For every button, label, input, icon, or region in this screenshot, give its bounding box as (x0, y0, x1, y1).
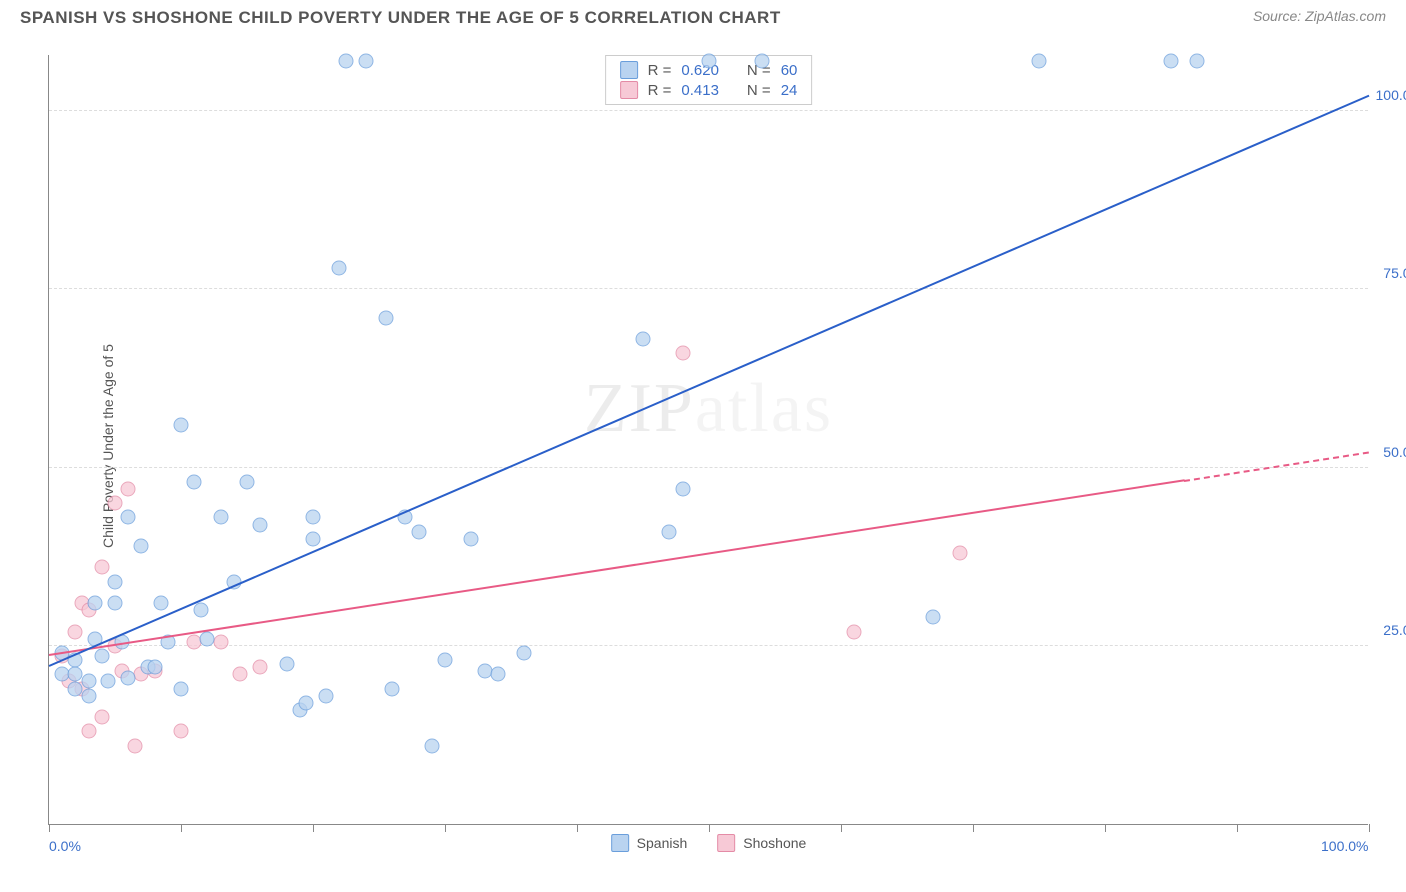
x-tick (709, 824, 710, 832)
data-point-spanish (81, 674, 96, 689)
data-point-spanish (1164, 54, 1179, 69)
data-point-spanish (299, 695, 314, 710)
y-tick-label: 75.0% (1383, 265, 1406, 281)
x-tick (49, 824, 50, 832)
data-point-spanish (662, 524, 677, 539)
swatch-spanish (611, 834, 629, 852)
data-point-spanish (490, 667, 505, 682)
data-point-spanish (121, 670, 136, 685)
legend: Spanish Shoshone (611, 834, 807, 852)
data-point-shoshone (233, 667, 248, 682)
data-point-spanish (306, 531, 321, 546)
data-point-shoshone (675, 346, 690, 361)
legend-item-shoshone: Shoshone (717, 834, 806, 852)
data-point-spanish (675, 481, 690, 496)
data-point-spanish (101, 674, 116, 689)
data-point-spanish (279, 656, 294, 671)
data-point-spanish (88, 595, 103, 610)
data-point-spanish (1032, 54, 1047, 69)
x-tick (841, 824, 842, 832)
x-tick (313, 824, 314, 832)
gridline (49, 110, 1368, 111)
data-point-spanish (134, 538, 149, 553)
x-tick (1105, 824, 1106, 832)
x-tick (1237, 824, 1238, 832)
y-tick-label: 100.0% (1376, 87, 1406, 103)
data-point-spanish (385, 681, 400, 696)
legend-item-spanish: Spanish (611, 834, 688, 852)
stats-row-shoshone: R = 0.413 N = 24 (620, 80, 798, 100)
trend-line (49, 95, 1370, 667)
x-tick (973, 824, 974, 832)
gridline (49, 645, 1368, 646)
data-point-shoshone (127, 738, 142, 753)
data-point-spanish (358, 54, 373, 69)
data-point-spanish (411, 524, 426, 539)
y-tick-label: 25.0% (1383, 622, 1406, 638)
data-point-spanish (154, 595, 169, 610)
data-point-spanish (754, 54, 769, 69)
data-point-shoshone (174, 724, 189, 739)
gridline (49, 288, 1368, 289)
y-tick-label: 50.0% (1383, 444, 1406, 460)
data-point-shoshone (253, 660, 268, 675)
swatch-shoshone (620, 81, 638, 99)
data-point-spanish (319, 688, 334, 703)
data-point-spanish (702, 54, 717, 69)
data-point-spanish (108, 574, 123, 589)
x-tick-label: 100.0% (1321, 838, 1368, 854)
data-point-spanish (174, 681, 189, 696)
data-point-shoshone (847, 624, 862, 639)
data-point-spanish (108, 595, 123, 610)
data-point-spanish (193, 603, 208, 618)
data-point-spanish (187, 474, 202, 489)
data-point-shoshone (121, 481, 136, 496)
gridline (49, 467, 1368, 468)
data-point-spanish (200, 631, 215, 646)
data-point-shoshone (94, 560, 109, 575)
data-point-spanish (147, 660, 162, 675)
data-point-spanish (240, 474, 255, 489)
data-point-spanish (306, 510, 321, 525)
data-point-shoshone (213, 635, 228, 650)
data-point-spanish (121, 510, 136, 525)
x-tick-label: 0.0% (49, 838, 81, 854)
data-point-spanish (1190, 54, 1205, 69)
data-point-spanish (424, 738, 439, 753)
data-point-spanish (636, 332, 651, 347)
data-point-spanish (94, 649, 109, 664)
data-point-spanish (464, 531, 479, 546)
scatter-chart: ZIPatlas R = 0.620 N = 60 R = 0.413 N = … (48, 55, 1368, 825)
data-point-spanish (253, 517, 268, 532)
x-tick (577, 824, 578, 832)
swatch-spanish (620, 61, 638, 79)
data-point-shoshone (952, 546, 967, 561)
data-point-spanish (213, 510, 228, 525)
swatch-shoshone (717, 834, 735, 852)
chart-title: SPANISH VS SHOSHONE CHILD POVERTY UNDER … (20, 8, 781, 28)
data-point-spanish (378, 310, 393, 325)
data-point-shoshone (81, 724, 96, 739)
data-point-spanish (339, 54, 354, 69)
data-point-shoshone (68, 624, 83, 639)
data-point-spanish (438, 653, 453, 668)
data-point-shoshone (94, 710, 109, 725)
x-tick (1369, 824, 1370, 832)
trend-line (49, 480, 1184, 657)
x-tick (181, 824, 182, 832)
data-point-spanish (81, 688, 96, 703)
source-credit: Source: ZipAtlas.com (1253, 8, 1386, 24)
data-point-spanish (174, 417, 189, 432)
data-point-spanish (332, 260, 347, 275)
x-tick (445, 824, 446, 832)
data-point-shoshone (108, 496, 123, 511)
data-point-spanish (517, 645, 532, 660)
data-point-spanish (926, 610, 941, 625)
